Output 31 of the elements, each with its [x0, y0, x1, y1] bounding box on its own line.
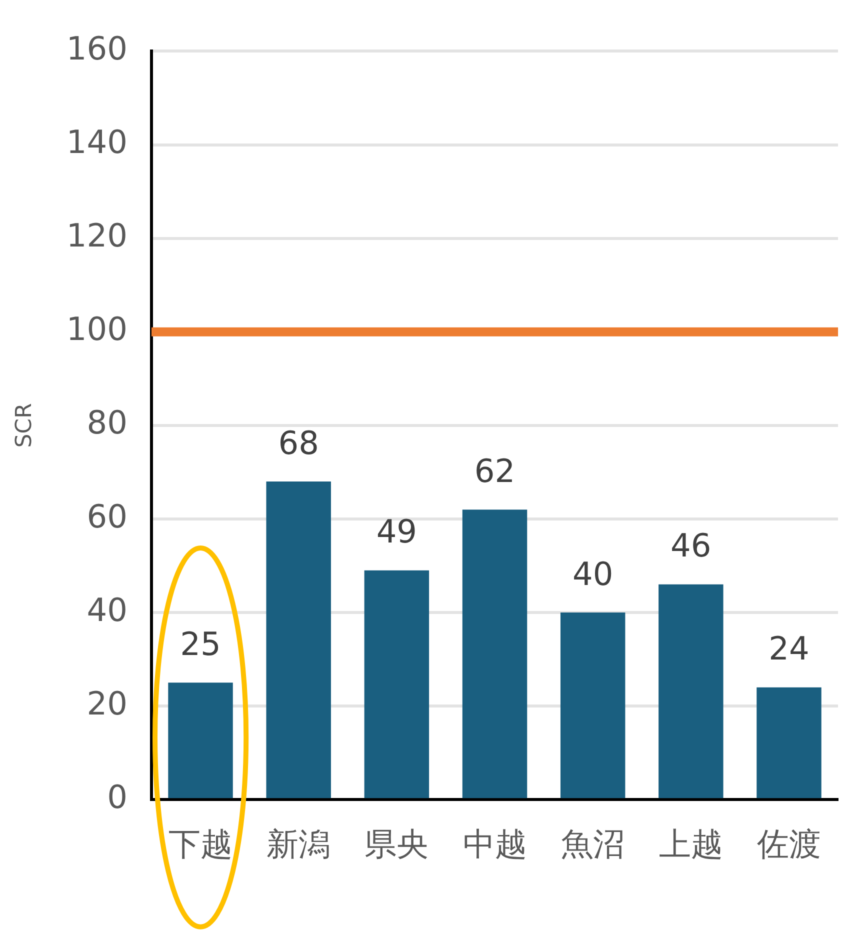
- bar: [364, 570, 430, 798]
- x-tick-label: 県央: [364, 825, 429, 864]
- bar: [266, 482, 331, 798]
- y-tick-label: 100: [66, 310, 128, 348]
- data-label: 46: [670, 526, 712, 565]
- data-label: 49: [376, 512, 418, 551]
- y-tick-label: 160: [66, 30, 128, 68]
- x-tick-label: 上越: [658, 825, 723, 864]
- bar: [756, 687, 822, 798]
- y-tick-label: 140: [66, 123, 128, 162]
- x-tick-label: 魚沼: [560, 825, 625, 864]
- bar: [560, 612, 626, 798]
- data-label: 40: [572, 554, 614, 593]
- bar: [462, 510, 528, 798]
- bar: [658, 584, 724, 798]
- data-label: 24: [768, 630, 810, 668]
- y-tick-label: 20: [86, 684, 128, 722]
- x-tick-label: 佐渡: [757, 825, 821, 864]
- x-tick-label: 下越: [168, 825, 233, 864]
- data-label: 62: [474, 452, 516, 490]
- y-tick-label: 120: [66, 216, 128, 255]
- y-tick-label: 60: [86, 497, 128, 536]
- data-label: 68: [278, 424, 319, 462]
- y-tick-label: 0: [107, 778, 128, 816]
- y-tick-label: 80: [86, 404, 128, 442]
- x-tick-label: 中越: [462, 825, 527, 864]
- y-tick-label: 40: [86, 590, 128, 629]
- data-label: 25: [180, 624, 221, 663]
- y-axis-title: SCR: [12, 403, 37, 448]
- bar: [168, 682, 233, 798]
- x-tick-label: 新潟: [266, 825, 331, 864]
